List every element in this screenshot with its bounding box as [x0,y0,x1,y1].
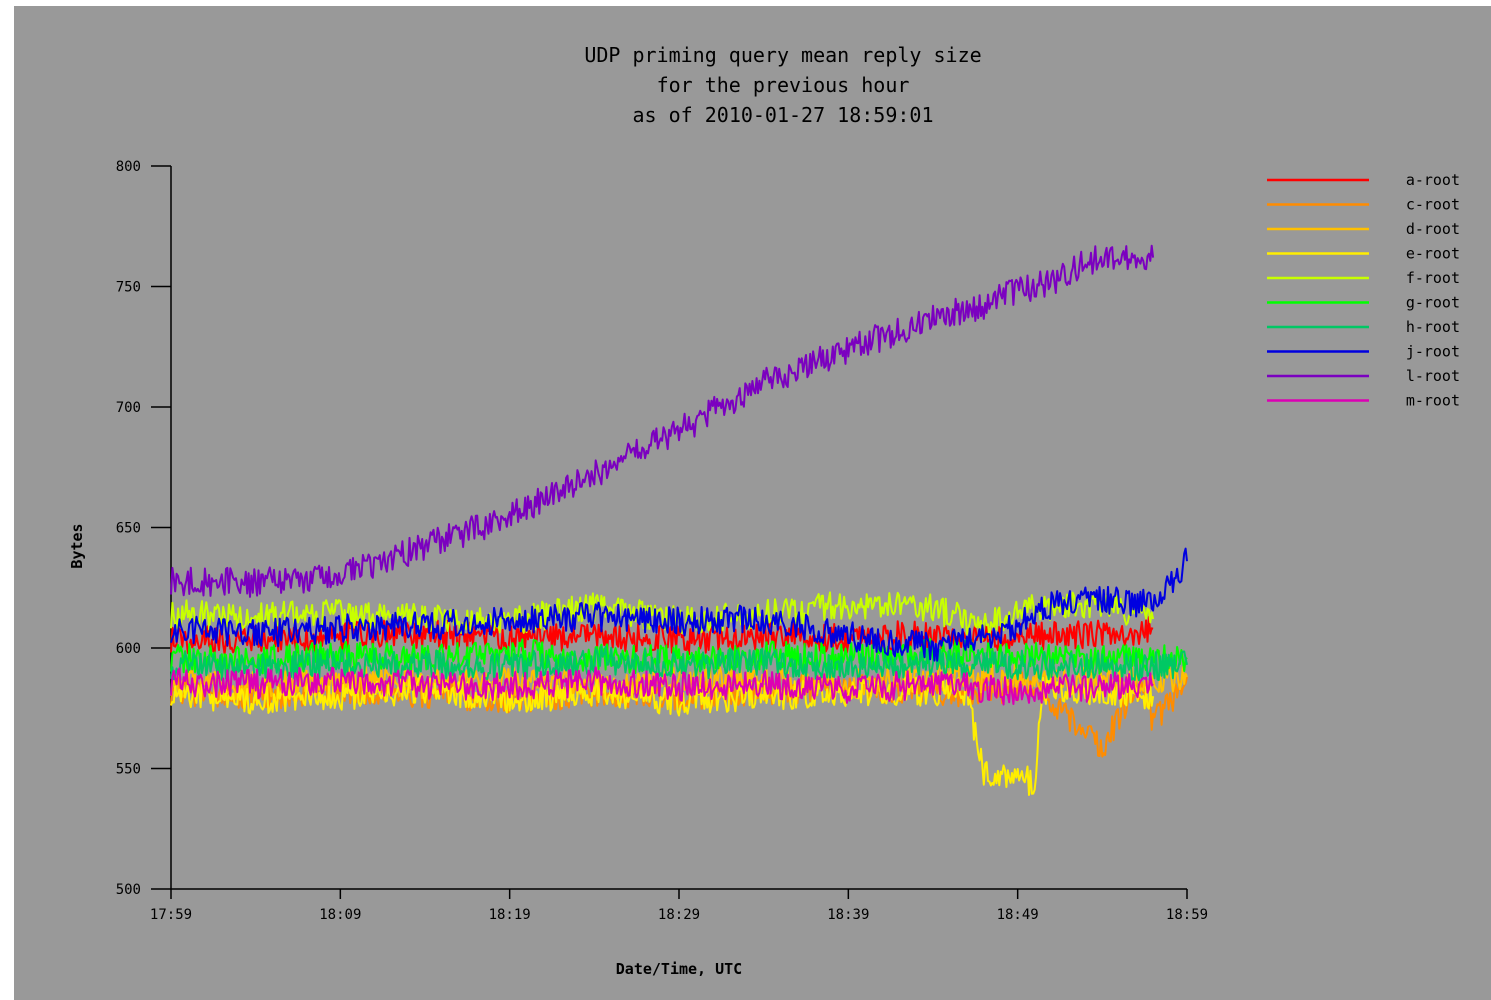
title-line-3: as of 2010-01-27 18:59:01 [632,103,933,127]
plot-background [14,6,1491,1000]
y-tick-label: 650 [116,521,141,537]
y-tick-label: 550 [116,762,141,778]
y-tick-label: 800 [116,159,141,175]
y-axis-title: Bytes [68,523,86,568]
legend-label-l-root: l-root [1406,367,1460,385]
y-tick-label: 500 [116,882,141,898]
legend: a-root c-root d-root e-root f-root g-root h-ro… [1267,171,1460,410]
legend-label-g-root: g-root [1406,294,1460,312]
legend-label-j-root: j-root [1406,343,1460,361]
legend-label-e-root: e-root [1406,245,1460,263]
legend-label-a-root: a-root [1406,171,1460,189]
x-tick-label: 18:19 [489,907,531,923]
legend-label-m-root: m-root [1406,392,1460,410]
series-line-j-root [170,547,1188,662]
title-line-1: UDP priming query mean reply size [584,43,981,67]
series-line-g-root [170,637,1188,675]
legend-label-f-root: f-root [1406,269,1460,287]
x-tick-label: 18:39 [827,907,869,923]
chart-title: UDP priming query mean reply size for th… [584,43,981,127]
y-tick-label: 700 [116,400,141,416]
series-line-l-root [170,244,1155,598]
series-line-e-root [170,674,1155,796]
x-tick-label: 17:59 [150,907,192,923]
series-lines [170,244,1188,796]
y-tick-label: 600 [116,641,141,657]
series-line-h-root [170,645,1188,682]
series-line-m-root [170,666,1154,706]
x-tick-label: 18:09 [319,907,361,923]
legend-label-h-root: h-root [1406,318,1460,336]
y-tick-label: 750 [116,280,141,296]
x-tick-label: 18:29 [658,907,700,923]
x-tick-label: 18:49 [997,907,1039,923]
x-tick-label: 18:59 [1166,907,1208,923]
x-axis-title: Date/Time, UTC [616,960,742,978]
legend-label-c-root: c-root [1406,196,1460,214]
title-line-2: for the previous hour [657,73,910,97]
axes: 500 550 600 650 700 750 800 17:59 18:09 18:19 18:2… [116,159,1208,923]
legend-label-d-root: d-root [1406,220,1460,238]
